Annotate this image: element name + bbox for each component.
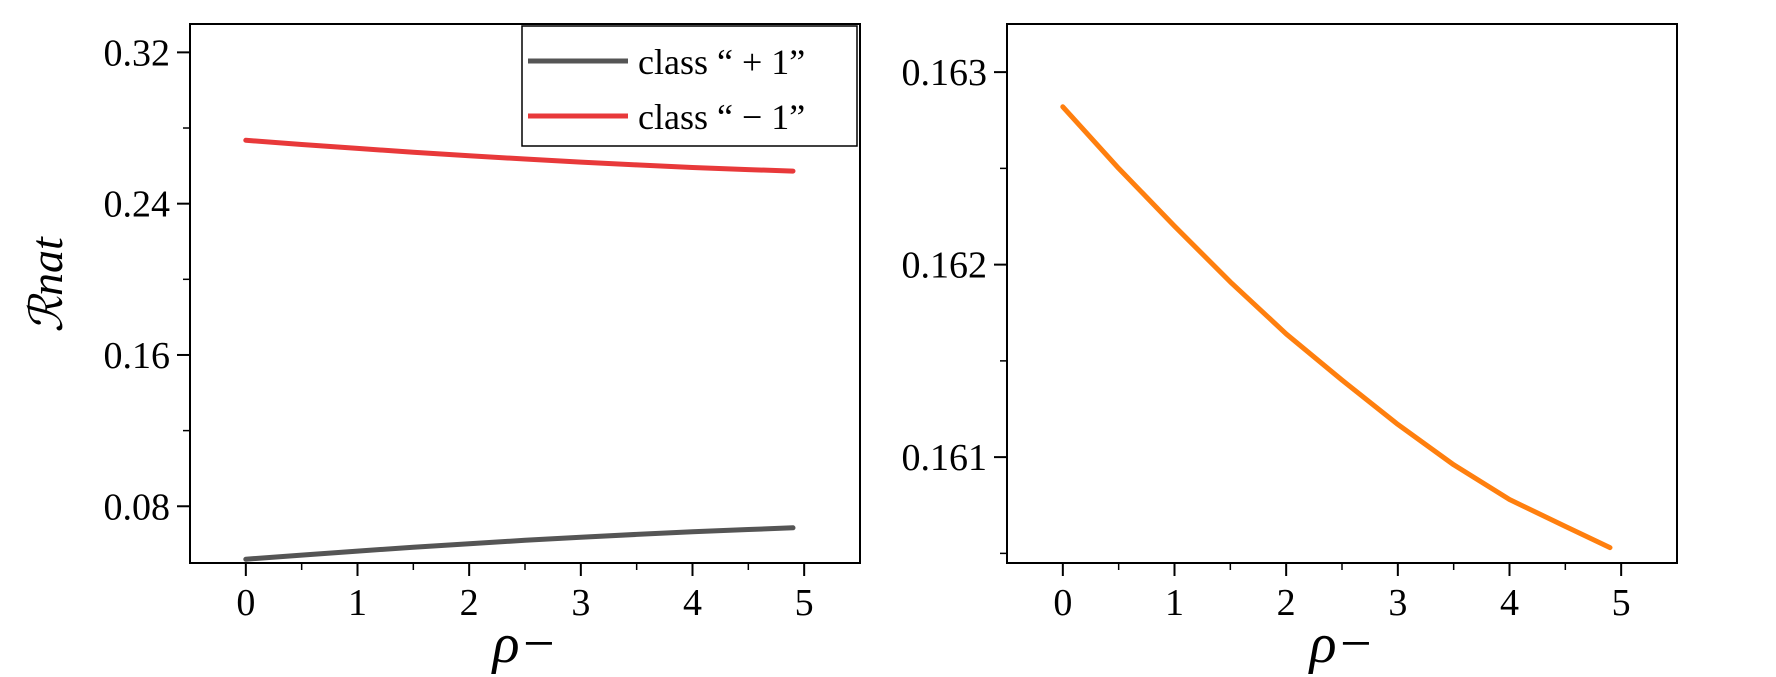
right-y-tick-label: 0.161 — [902, 437, 988, 479]
left-x-tick-label: 4 — [683, 582, 702, 624]
right-chart-marks: 0 1 2 3 4 5 0.161 0.162 0.163 — [902, 52, 1631, 624]
left-x-axis-label: ρ− — [491, 613, 558, 675]
right-x-axis-label: ρ− — [1308, 613, 1375, 675]
legend-box — [521, 25, 858, 147]
right-y-tick-label: 0.163 — [902, 52, 988, 94]
left-y-tick-label: 0.16 — [104, 335, 171, 377]
left-x-tick-label: 1 — [348, 582, 367, 624]
left-y-tick-label: 0.32 — [104, 32, 171, 74]
legend-label-plus-1: class “ + 1” — [638, 42, 805, 82]
left-y-tick-label: 0.08 — [104, 486, 171, 528]
right-x-tick-label: 1 — [1165, 582, 1184, 624]
right-x-tick-label: 4 — [1500, 582, 1519, 624]
left-x-tick-label: 5 — [795, 582, 814, 624]
left-y-axis-title: ℛnat — [21, 236, 72, 333]
left-chart-marks: 0 1 2 3 4 5 0.08 0.16 0.24 0.32 — [104, 32, 814, 624]
left-y-tick-label: 0.24 — [104, 184, 171, 226]
legend: class “ + 1” class “ − 1” — [521, 25, 858, 147]
right-series-line-1 — [1060, 104, 1613, 551]
left-x-tick-label: 0 — [236, 582, 255, 624]
left-x-tick-label: 2 — [460, 582, 479, 624]
right-plot-frame — [1006, 23, 1678, 564]
left-x-tick-label: 3 — [571, 582, 590, 624]
legend-label-minus-1: class “ − 1” — [638, 97, 805, 137]
left-series-line-2 — [243, 137, 796, 174]
left-chart: 0 1 2 3 4 5 0.08 0.16 0.24 0.32 ℛnat ρ− class “ +… — [21, 23, 861, 675]
right-x-tick-label: 2 — [1277, 582, 1296, 624]
right-chart: 0 1 2 3 4 5 0.161 0.162 0.163 ρ− — [902, 23, 1678, 675]
left-series-line-1 — [243, 525, 796, 562]
right-x-tick-label: 0 — [1053, 582, 1072, 624]
right-x-tick-label: 3 — [1388, 582, 1407, 624]
right-y-tick-label: 0.162 — [902, 245, 988, 287]
right-x-tick-label: 5 — [1612, 582, 1631, 624]
left-y-axis-label: ℛnat — [21, 236, 72, 333]
